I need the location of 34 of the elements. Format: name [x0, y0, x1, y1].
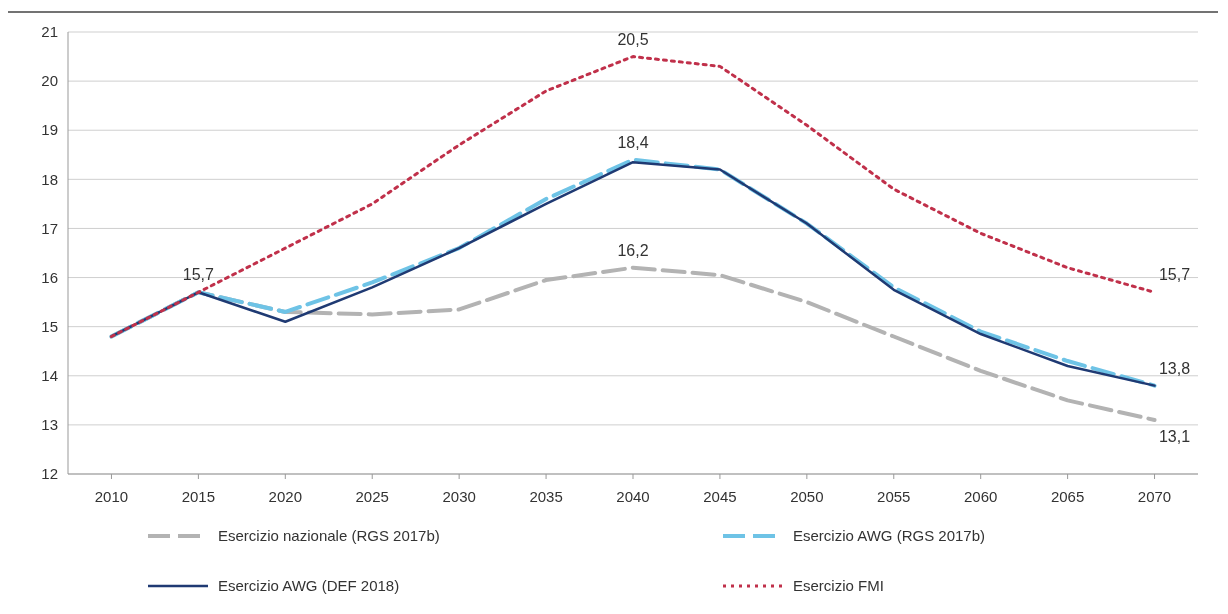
legend-label: Esercizio FMI [793, 577, 884, 595]
y-tick-label: 13 [41, 416, 58, 434]
annotation: 18,4 [617, 133, 649, 151]
y-tick-label: 15 [41, 317, 58, 335]
annotation: 15,7 [1158, 266, 1191, 284]
annotation: 13,8 [1158, 359, 1191, 377]
annotation: 20,5 [617, 30, 649, 48]
y-tick-label: 18 [41, 170, 58, 188]
x-tick-label: 2035 [529, 488, 563, 505]
y-tick-label: 16 [41, 268, 58, 286]
y-tick-label: 14 [41, 367, 58, 385]
annotation: 15,7 [182, 266, 215, 284]
y-tick-label: 19 [41, 121, 58, 139]
x-tick-label: 2055 [877, 488, 911, 505]
y-tick-label: 20 [41, 72, 58, 90]
x-tick-label: 2065 [1050, 488, 1085, 505]
y-tick-label: 17 [41, 219, 58, 237]
legend-label: Esercizio AWG (DEF 2018) [218, 577, 400, 595]
x-tick-label: 2030 [442, 488, 476, 505]
x-tick-label: 2070 [1137, 488, 1172, 505]
legend-label: Esercizio AWG (RGS 2017b) [793, 527, 986, 545]
x-tick-label: 2040 [616, 488, 650, 505]
x-tick-label: 2010 [94, 488, 129, 505]
x-tick-label: 2050 [790, 488, 824, 505]
y-tick-label: 12 [41, 465, 58, 483]
x-tick-label: 2060 [964, 488, 998, 505]
x-tick-label: 2025 [355, 488, 389, 505]
x-tick-label: 2045 [703, 488, 737, 505]
annotation: 13,1 [1158, 427, 1191, 445]
x-tick-label: 2015 [181, 488, 216, 505]
annotation: 16,2 [617, 241, 649, 259]
legend-label: Esercizio nazionale (RGS 2017b) [218, 527, 440, 545]
x-tick-label: 2020 [268, 488, 302, 505]
y-tick-label: 21 [41, 23, 58, 41]
